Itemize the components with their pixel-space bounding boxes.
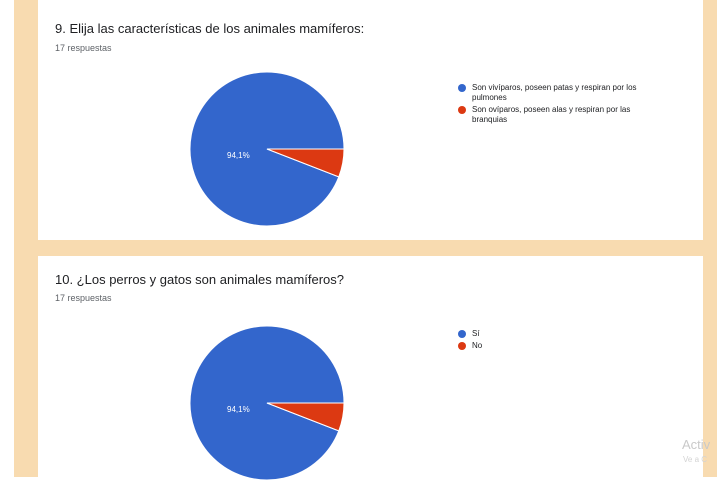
pie-chart: 94,1% — [190, 326, 390, 486]
chart-legend: Son vivíparos, poseen patas y respiran p… — [456, 83, 666, 127]
pie-chart: 94,1% — [190, 72, 390, 232]
question-title: 10. ¿Los perros y gatos son animales mam… — [55, 272, 344, 287]
legend-label: No — [472, 341, 482, 350]
legend-swatch — [458, 84, 466, 92]
activation-watermark-sub: Ve a C — [683, 455, 707, 464]
chart-legend: Sí No — [456, 329, 666, 353]
data-label: 94,1% — [227, 151, 250, 160]
legend-item: Sí — [456, 329, 666, 339]
legend-label: Son vivíparos, poseen patas y respiran p… — [472, 83, 637, 102]
response-count: 17 respuestas — [55, 293, 112, 303]
question-title: 9. Elija las características de los anim… — [55, 21, 364, 36]
response-count: 17 respuestas — [55, 43, 112, 53]
legend-swatch — [458, 106, 466, 114]
legend-swatch — [458, 330, 466, 338]
question-card-10: 10. ¿Los perros y gatos son animales mam… — [38, 256, 703, 477]
data-label: 94,1% — [227, 405, 250, 414]
legend-swatch — [458, 342, 466, 350]
question-card-9: 9. Elija las características de los anim… — [38, 0, 703, 240]
legend-label: Sí — [472, 329, 480, 338]
activation-watermark: Activ — [682, 437, 710, 452]
legend-item: No — [456, 341, 666, 351]
legend-item: Son ovíparos, poseen alas y respiran por… — [456, 105, 666, 125]
legend-label: Son ovíparos, poseen alas y respiran por… — [472, 105, 630, 124]
legend-item: Son vivíparos, poseen patas y respiran p… — [456, 83, 666, 103]
